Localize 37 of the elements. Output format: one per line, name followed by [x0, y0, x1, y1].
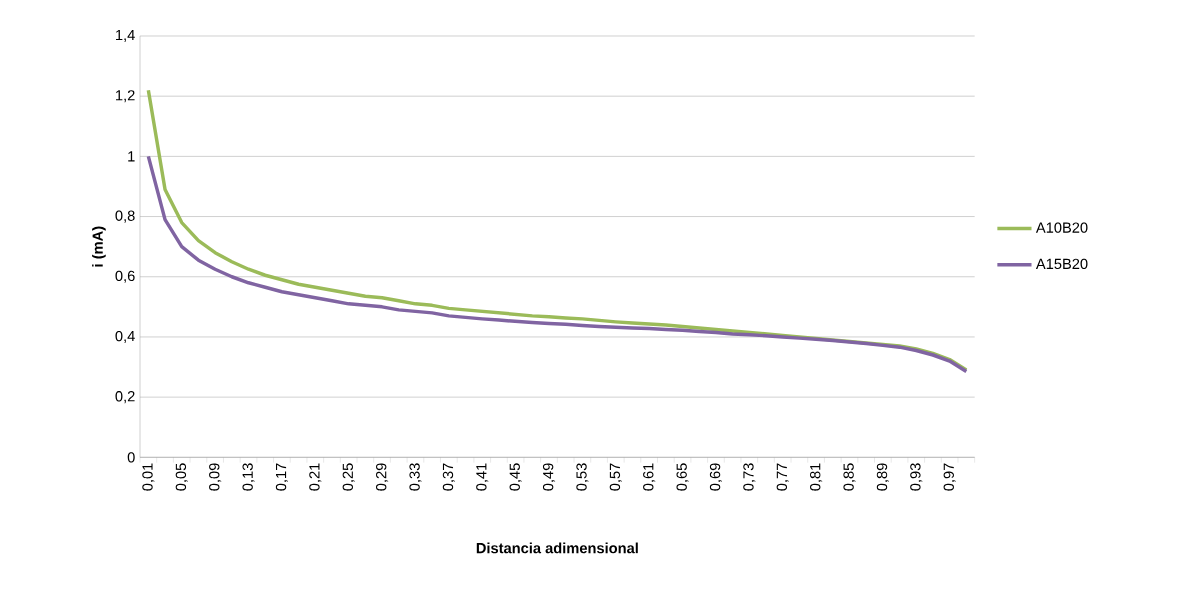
- y-axis-title: i (mA): [92, 226, 106, 267]
- y-tick-label: 0,2: [115, 391, 135, 404]
- x-tick-label: 0,69: [709, 463, 722, 491]
- x-tick-label: 0,45: [509, 463, 522, 491]
- y-tick-label: 0,4: [115, 330, 135, 344]
- x-tick-label: 0,77: [776, 463, 789, 491]
- legend-label: A10B20: [1035, 222, 1088, 233]
- x-tick-label: 0,53: [576, 463, 589, 491]
- x-tick-label: 0,89: [876, 463, 889, 491]
- x-tick-label: 0,33: [409, 463, 422, 491]
- x-tick-label: 0,85: [843, 463, 856, 491]
- x-axis-title: Distancia adimensional: [476, 542, 638, 554]
- x-tick-label: 0,29: [376, 463, 389, 491]
- x-tick-label: 0,37: [442, 463, 455, 491]
- y-tick-label: 0,8: [115, 210, 135, 223]
- y-tick-label: 0: [127, 452, 135, 463]
- y-tick-label: 1,4: [116, 30, 135, 42]
- y-tick-label: 0,6: [115, 270, 135, 283]
- x-tick-label: 0,65: [676, 463, 689, 491]
- x-tick-label: 0,73: [743, 463, 756, 491]
- x-tick-label: 0,97: [943, 463, 956, 491]
- x-tick-label: 0,01: [142, 463, 155, 491]
- x-tick-label: 0,09: [209, 463, 222, 491]
- x-tick-label: 0,41: [476, 463, 489, 491]
- x-tick-label: 0,49: [542, 463, 556, 491]
- x-tick-label: 0,61: [643, 463, 656, 491]
- x-tick-label: 0,25: [342, 463, 355, 491]
- x-tick-label: 0,93: [910, 463, 923, 491]
- y-tick-label: 1,2: [116, 90, 135, 103]
- x-tick-label: 0,81: [810, 463, 823, 491]
- legend-label: A15B20: [1035, 258, 1088, 270]
- x-tick-label: 0,17: [275, 463, 288, 491]
- x-tick-label: 0,13: [242, 463, 255, 491]
- x-tick-label: 0,57: [609, 463, 622, 491]
- y-tick-label: 1: [128, 151, 135, 162]
- x-tick-label: 0,21: [309, 463, 322, 491]
- x-tick-label: 0,05: [175, 463, 188, 491]
